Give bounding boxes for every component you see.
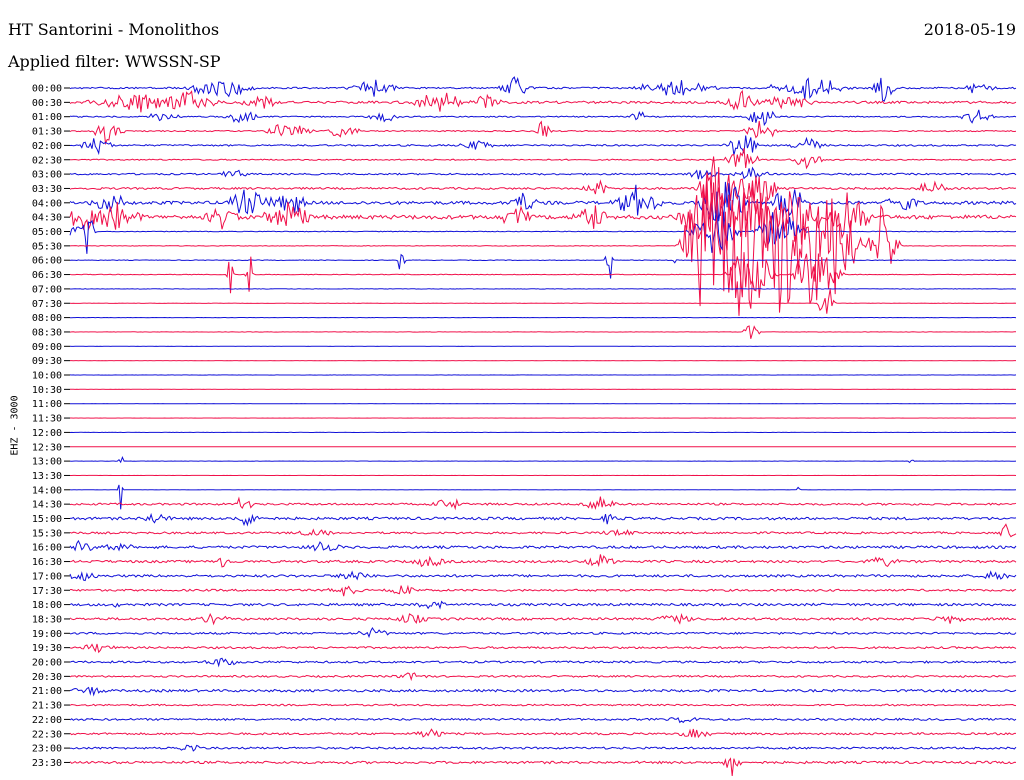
hour-label: 19:30	[32, 643, 62, 654]
hour-label: 23:30	[32, 758, 62, 769]
hour-label: 08:30	[32, 327, 62, 338]
trace-2000	[69, 657, 1017, 668]
filter-label: Applied filter: WWSSN-SP	[8, 52, 221, 71]
trace-1700	[69, 570, 1017, 582]
trace-0400	[69, 181, 1017, 222]
hour-label: 03:00	[32, 170, 62, 181]
trace-1900	[69, 627, 1017, 639]
trace-2030	[69, 672, 1017, 682]
hour-label: 01:00	[32, 112, 62, 123]
trace-0500	[69, 209, 1017, 254]
hour-label: 02:00	[32, 141, 62, 152]
trace-1630	[69, 554, 1017, 568]
hour-label: 00:00	[32, 84, 62, 95]
hour-label: 06:00	[32, 256, 62, 267]
hour-label: 12:00	[32, 428, 62, 439]
hour-label: 08:00	[32, 313, 62, 324]
hour-label: 07:30	[32, 299, 62, 310]
hour-label: 14:30	[32, 500, 62, 511]
hour-label: 21:30	[32, 701, 62, 712]
trace-0230	[70, 148, 1017, 170]
trace-1800	[69, 600, 1017, 610]
hour-label: 11:30	[32, 414, 62, 425]
trace-2100	[69, 686, 1017, 697]
hour-label: 10:30	[32, 385, 62, 396]
hour-label: 22:00	[32, 715, 62, 726]
trace-0000	[69, 76, 1017, 102]
trace-0530	[69, 167, 1017, 316]
hour-label: 02:30	[32, 155, 62, 166]
date-label: 2018-05-19	[923, 20, 1016, 39]
hour-label: 15:00	[32, 514, 62, 525]
trace-1730	[69, 584, 1017, 597]
hour-label: 17:00	[32, 571, 62, 582]
trace-1930	[69, 643, 1017, 654]
station-title: HT Santorini - Monolithos	[8, 20, 220, 39]
trace-1530	[69, 523, 1017, 538]
trace-2300	[70, 744, 1017, 752]
trace-1600	[69, 539, 1017, 552]
trace-2200	[69, 717, 1017, 724]
hour-label: 00:30	[32, 98, 62, 109]
trace-0300	[69, 166, 1017, 180]
hour-label: 22:30	[32, 729, 62, 740]
hour-label: 19:00	[32, 629, 62, 640]
hour-label: 04:30	[32, 213, 62, 224]
hour-label: 03:30	[32, 184, 62, 195]
trace-2230	[69, 728, 1016, 739]
hour-label: 06:30	[32, 270, 62, 281]
hour-label: 15:30	[32, 528, 62, 539]
hour-label: 14:00	[32, 485, 62, 496]
hour-label: 18:30	[32, 614, 62, 625]
trace-1500	[69, 512, 1017, 527]
hour-label: 05:30	[32, 241, 62, 252]
hour-label: 12:30	[32, 442, 62, 453]
hour-label: 11:00	[32, 399, 62, 410]
hour-label: 13:30	[32, 471, 62, 482]
hour-label: 18:00	[32, 600, 62, 611]
trace-0600	[69, 253, 1017, 279]
hour-label: 16:00	[32, 543, 62, 554]
hour-label: 01:30	[32, 127, 62, 138]
hour-label: 16:30	[32, 557, 62, 568]
trace-0030	[69, 89, 1017, 113]
trace-0730	[69, 288, 1017, 314]
trace-0130	[69, 120, 1017, 146]
trace-0330	[69, 172, 1017, 214]
trace-1830	[69, 612, 1017, 626]
trace-0430	[69, 156, 1017, 255]
trace-2330	[69, 757, 1017, 776]
hour-label: 17:30	[32, 586, 62, 597]
hour-label: 23:00	[32, 744, 62, 755]
hour-label: 20:00	[32, 658, 62, 669]
trace-0100	[69, 109, 1017, 127]
hour-label: 09:30	[32, 356, 62, 367]
trace-1400	[69, 484, 1017, 510]
trace-2130	[69, 703, 1017, 707]
trace-1430	[69, 496, 1017, 511]
trace-1300	[69, 455, 1017, 464]
hour-label: 04:00	[32, 198, 62, 209]
hour-label: 09:00	[32, 342, 62, 353]
hour-label: 05:00	[32, 227, 62, 238]
hour-label: 21:00	[32, 686, 62, 697]
trace-0630	[69, 252, 1017, 304]
hour-label: 10:00	[32, 371, 62, 382]
trace-0200	[69, 135, 1017, 156]
trace-0830	[69, 325, 1016, 339]
hour-label: 20:30	[32, 672, 62, 683]
hour-label: 13:00	[32, 457, 62, 468]
hour-label: 07:00	[32, 284, 62, 295]
